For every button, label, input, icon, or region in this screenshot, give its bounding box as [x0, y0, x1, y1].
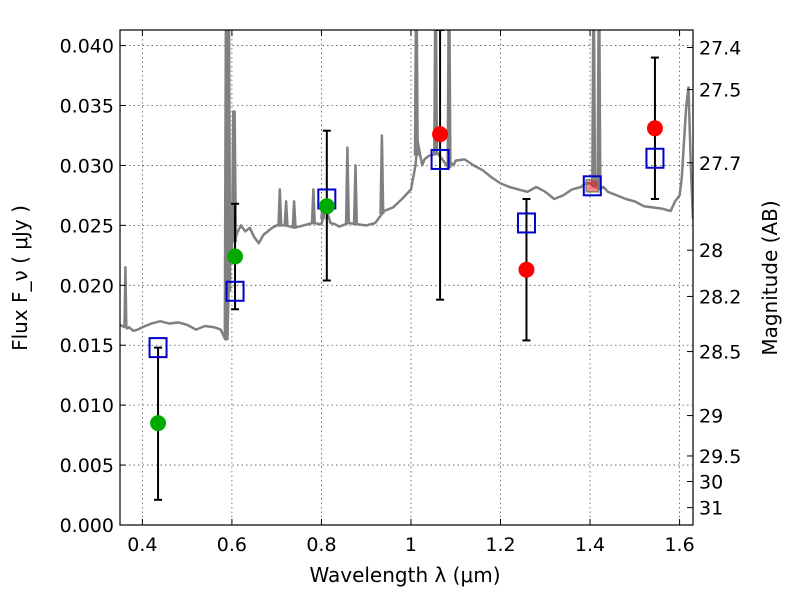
- emission-line: [433, 30, 439, 155]
- y2-tick-label: 27.7: [699, 153, 741, 175]
- model-marker: [516, 212, 536, 234]
- observed-point: [646, 120, 663, 137]
- observed-point: [227, 248, 244, 265]
- observed-point: [432, 126, 449, 143]
- emission-line: [277, 188, 283, 226]
- emission-line: [596, 30, 602, 190]
- y-tick-label: 0.005: [60, 455, 114, 477]
- y-axis-label: Flux F_ν ( μJy ): [8, 205, 32, 351]
- y2-tick-label: 27.5: [699, 80, 741, 102]
- y-tick-label: 0.035: [60, 96, 114, 118]
- y-tick-label: 0.010: [60, 395, 114, 417]
- model-marker: [225, 280, 245, 302]
- y2-tick-label: 28.2: [699, 286, 741, 308]
- y-tick-label: 0.030: [60, 155, 114, 177]
- y2-tick-label: 30: [699, 471, 723, 493]
- observed-point: [318, 198, 335, 215]
- y2-axis-label: Magnitude (AB): [758, 200, 782, 355]
- x-tick-label: 0.8: [306, 534, 336, 556]
- emission-line: [283, 200, 289, 226]
- model-marker: [582, 175, 602, 197]
- observed-point: [150, 415, 167, 432]
- y2-tick-label: 28: [699, 240, 723, 262]
- x-axis-label: Wavelength λ (μm): [309, 563, 500, 587]
- y-tick-label: 0.000: [60, 515, 114, 537]
- emission-line: [379, 134, 385, 215]
- x-tick-label: 1: [405, 534, 417, 556]
- y-tick-label: 0.015: [60, 335, 114, 357]
- emission-line: [226, 30, 232, 292]
- emission-line: [291, 200, 297, 228]
- emission-line: [344, 146, 351, 224]
- emission-line: [310, 188, 316, 224]
- y2-tick-label: 29.5: [699, 446, 741, 468]
- plot-frame: [119, 29, 694, 526]
- x-tick-label: 1.2: [485, 534, 515, 556]
- y2-tick-label: 29: [699, 406, 723, 428]
- y2-tick-label: 31: [699, 498, 723, 520]
- emission-line: [591, 30, 597, 187]
- observed-point: [518, 261, 535, 278]
- y2-tick-label: 27.4: [699, 37, 741, 59]
- observed-point: [585, 179, 600, 193]
- emission-line: [413, 30, 419, 156]
- y-tick-label: 0.040: [60, 36, 114, 58]
- x-tick-label: 1.6: [664, 534, 694, 556]
- x-tick-label: 0.6: [217, 534, 247, 556]
- model-marker: [148, 337, 168, 359]
- y-tick-label: 0.020: [60, 275, 114, 297]
- axis-ticks: 0.4 0.6 0.8 1 1.2 1.4 1.6 0.000 0.005 0.010 0.015 0…: [60, 30, 741, 556]
- plot-area: [120, 30, 693, 501]
- model-marker: [645, 147, 665, 169]
- emission-line: [232, 110, 238, 243]
- x-tick-label: 1.4: [575, 534, 605, 556]
- x-tick-label: 0.4: [127, 534, 157, 556]
- y-tick-label: 0.025: [60, 215, 114, 237]
- model-marker: [430, 148, 450, 170]
- emission-line: [352, 164, 359, 224]
- emission-line: [446, 30, 452, 168]
- y2-tick-label: 28.5: [699, 342, 741, 364]
